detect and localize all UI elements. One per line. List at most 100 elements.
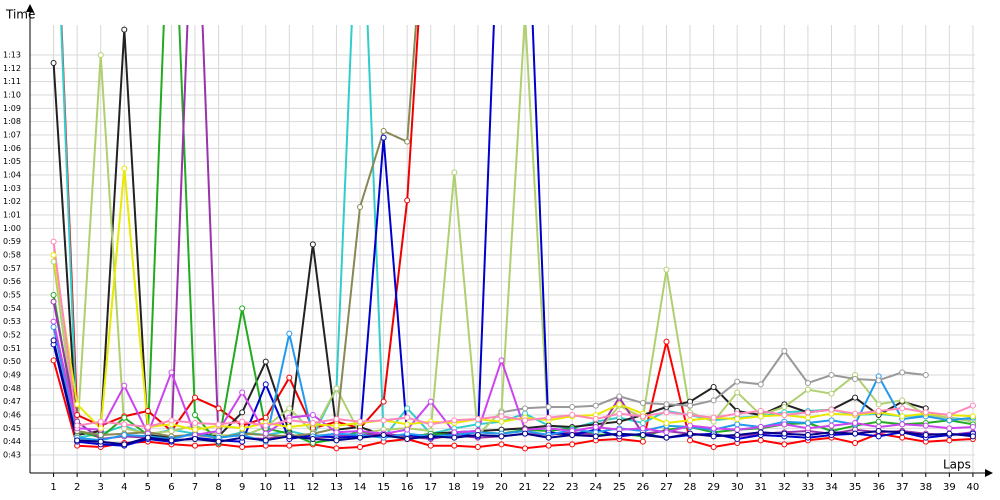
data-point	[875, 408, 882, 414]
data-point	[663, 338, 670, 345]
data-point	[380, 432, 387, 438]
data-point	[592, 424, 599, 430]
data-point	[380, 128, 387, 134]
data-point	[592, 402, 599, 409]
data-point	[734, 432, 741, 438]
x-tick-label: 36	[872, 482, 885, 493]
data-point	[380, 417, 387, 424]
data-point	[946, 417, 953, 424]
data-point	[522, 417, 529, 424]
data-point	[757, 424, 764, 430]
data-point	[781, 348, 788, 354]
data-point	[734, 389, 741, 396]
data-point	[192, 436, 199, 442]
data-point	[239, 305, 246, 312]
data-point	[474, 432, 481, 438]
data-point	[74, 412, 81, 418]
data-point	[121, 26, 128, 33]
data-point	[875, 377, 882, 384]
data-point	[734, 410, 741, 417]
data-point	[663, 420, 670, 426]
x-tick-label: 40	[967, 482, 980, 493]
data-point	[757, 437, 764, 444]
data-point	[828, 390, 835, 397]
y-tick-label: 0:43	[3, 451, 21, 460]
data-point	[404, 414, 411, 421]
data-point	[262, 414, 269, 421]
data-point	[899, 413, 906, 420]
x-tick-label: 38	[919, 482, 932, 493]
data-point	[121, 165, 128, 172]
data-point	[168, 437, 175, 444]
y-tick-label: 0:58	[3, 251, 21, 260]
data-point	[687, 402, 694, 409]
data-point	[969, 433, 976, 440]
data-point	[734, 378, 741, 385]
data-point	[852, 420, 859, 426]
data-point	[357, 434, 364, 441]
data-point	[757, 408, 764, 414]
x-tick-label: 32	[778, 482, 791, 493]
data-point	[969, 413, 976, 420]
data-point	[522, 445, 529, 452]
data-point	[215, 438, 222, 445]
data-point	[333, 437, 340, 444]
data-point	[239, 409, 246, 416]
x-tick-label: 11	[283, 482, 296, 493]
data-point	[804, 409, 811, 416]
y-tick-label: 0:59	[3, 237, 21, 246]
data-point	[262, 381, 269, 388]
y-tick-label: 1:06	[3, 144, 21, 153]
x-tick-label: 17	[424, 482, 437, 493]
data-point	[50, 357, 57, 364]
data-point	[523, 13, 528, 18]
data-point	[97, 52, 104, 58]
y-tick-label: 0:48	[3, 384, 21, 393]
data-point	[380, 398, 387, 405]
data-point	[639, 432, 646, 438]
data-point	[757, 381, 764, 388]
data-point	[899, 369, 906, 376]
x-axis-arrow	[985, 469, 993, 477]
data-point	[663, 401, 670, 408]
data-point	[50, 298, 57, 305]
data-point	[239, 425, 246, 432]
data-point	[710, 433, 717, 440]
data-point	[192, 442, 199, 449]
data-point	[852, 376, 859, 382]
data-point	[121, 382, 128, 389]
data-point	[309, 412, 316, 418]
data-point	[875, 401, 882, 408]
series-line	[76, 25, 417, 439]
data-point	[50, 238, 57, 245]
x-tick-label: 29	[707, 482, 720, 493]
x-tick-label: 35	[849, 482, 862, 493]
data-point	[215, 405, 222, 412]
y-tick-label: 1:13	[3, 51, 21, 60]
data-point	[545, 404, 552, 410]
x-tick-label: 23	[566, 482, 579, 493]
data-point	[804, 420, 811, 426]
series-line	[52, 25, 974, 438]
data-point	[828, 422, 835, 429]
x-tick-label: 3	[98, 482, 104, 493]
data-point	[804, 414, 811, 421]
data-point	[734, 426, 741, 433]
data-point	[404, 426, 411, 433]
data-point	[404, 436, 411, 442]
data-point	[498, 441, 505, 448]
data-point	[616, 393, 623, 400]
data-point	[262, 358, 269, 365]
x-tick-label: 14	[354, 482, 367, 493]
y-tick-label: 1:01	[3, 211, 21, 220]
y-tick-label: 1:09	[3, 104, 21, 113]
data-point	[97, 432, 104, 438]
y-tick-label: 0:45	[3, 424, 21, 433]
data-point	[899, 429, 906, 436]
data-point	[262, 422, 269, 429]
data-point	[545, 414, 552, 421]
data-point	[168, 369, 175, 376]
data-point	[828, 406, 835, 413]
data-point	[498, 418, 505, 425]
